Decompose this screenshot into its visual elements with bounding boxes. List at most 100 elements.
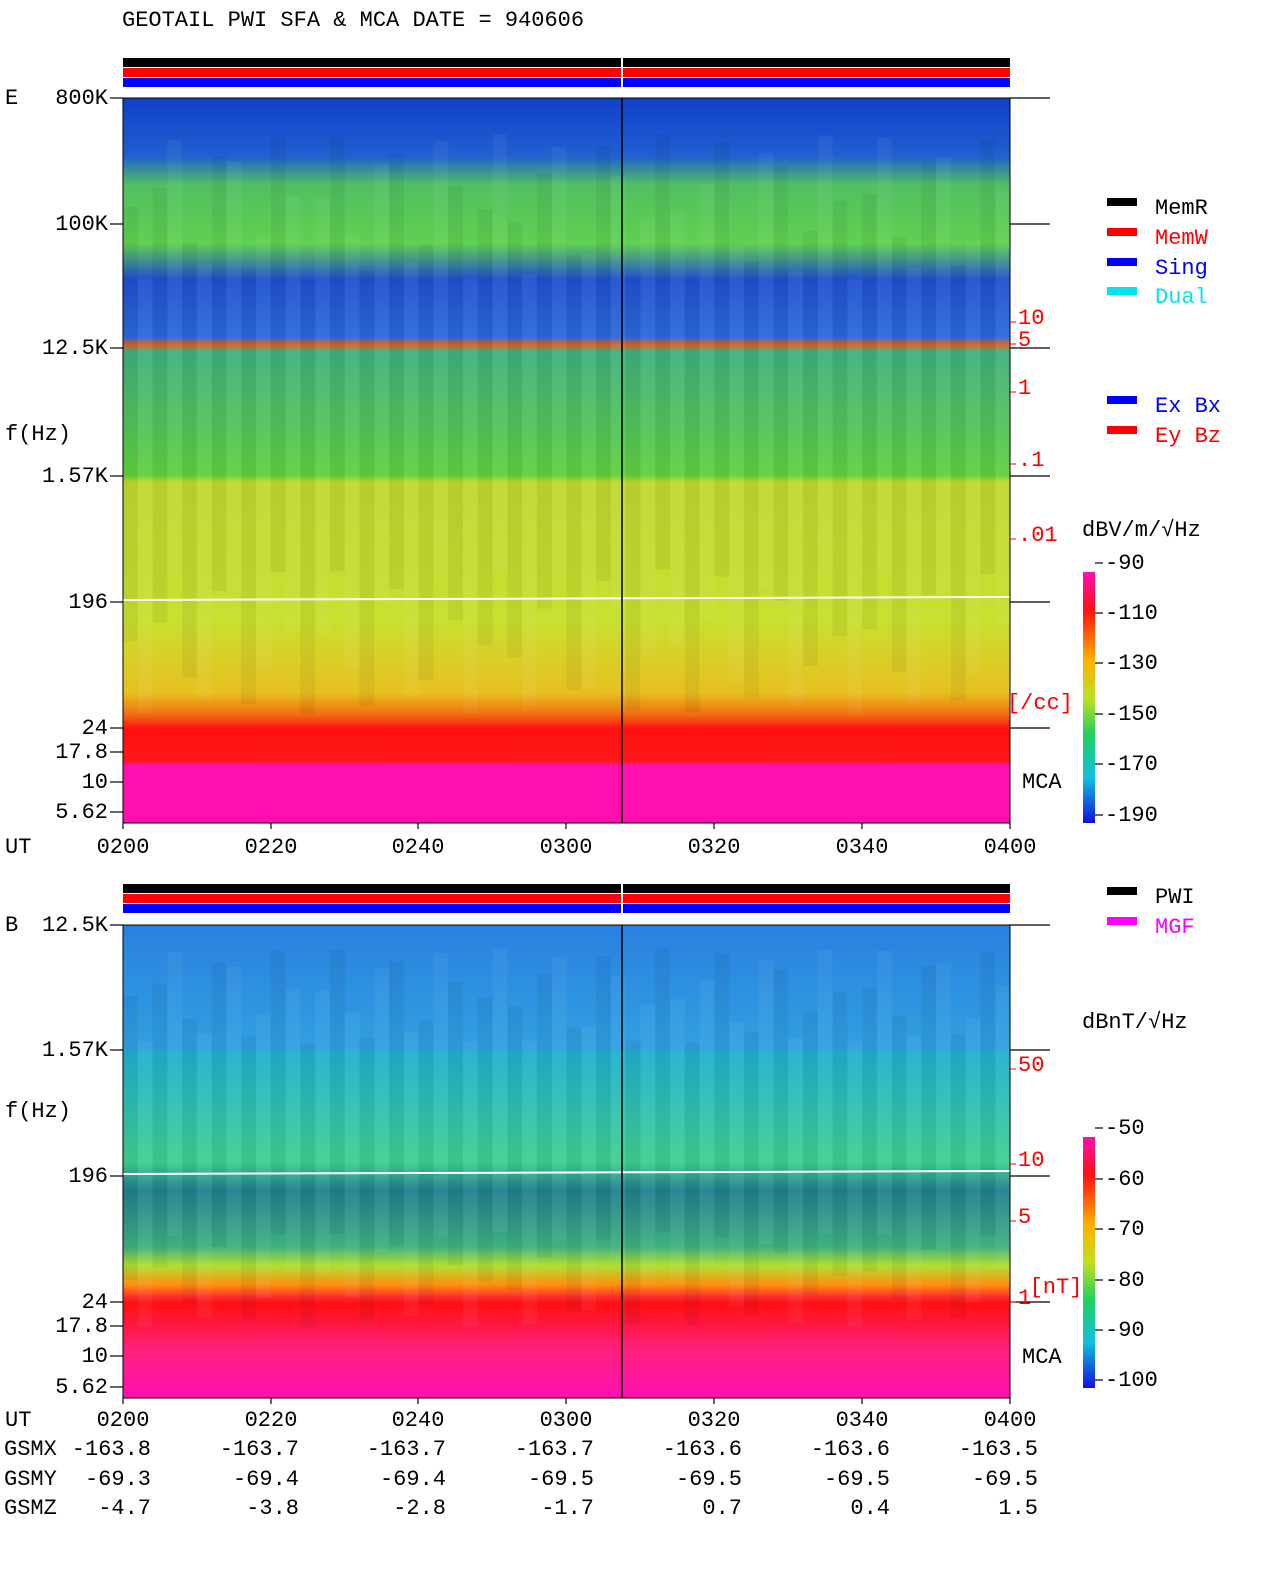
spectrogram-texture xyxy=(477,997,493,1282)
panel-label: E xyxy=(5,86,18,111)
spectrogram-texture xyxy=(832,992,848,1276)
orbit-value: 1.5 xyxy=(998,1496,1038,1521)
spectrogram-texture xyxy=(196,1033,212,1318)
spectrogram-texture xyxy=(241,269,257,705)
colorbar-unit: dBnT/√Hz xyxy=(1082,1010,1188,1035)
spectrogram-texture xyxy=(847,279,863,715)
spectrogram-texture xyxy=(211,962,227,1247)
legend-label: Ey Bz xyxy=(1155,424,1221,449)
spectrogram-texture xyxy=(921,965,937,1250)
x-axis-label: UT xyxy=(5,835,31,860)
legend-label: Ex Bx xyxy=(1155,394,1221,419)
spectrogram-texture xyxy=(507,222,523,658)
orbit-value: -3.8 xyxy=(246,1496,299,1521)
spectrogram-texture xyxy=(123,995,138,1280)
x-tick-label: 0320 xyxy=(688,1408,741,1433)
spectrogram xyxy=(123,98,1010,823)
orbit-value: -163.7 xyxy=(515,1437,594,1462)
y-tick-label: 10 xyxy=(82,770,108,795)
spectrogram-texture xyxy=(965,1018,981,1302)
spectrogram-texture xyxy=(551,147,567,583)
colorbar-tick-label: -100 xyxy=(1105,1368,1158,1393)
colorbar-tick-label: -90 xyxy=(1105,1318,1145,1343)
y-tick-label: 12.5K xyxy=(42,913,109,938)
legend-swatch xyxy=(1107,228,1137,236)
y-tick-label: 24 xyxy=(82,716,108,741)
colorbar-tick-label: -110 xyxy=(1105,601,1158,626)
spectrogram-texture xyxy=(980,138,996,574)
y-tick-label: 17.8 xyxy=(55,1314,108,1339)
x-axis-label: UT xyxy=(5,1408,31,1433)
spectrogram-texture xyxy=(152,983,168,1268)
legend-swatch xyxy=(1107,258,1137,266)
spectrogram-texture xyxy=(743,261,759,697)
spectrogram-texture xyxy=(211,156,227,592)
orbit-value: 0.4 xyxy=(850,1496,890,1521)
spectrogram-texture xyxy=(270,950,286,1235)
status-bar xyxy=(123,904,1010,913)
y-axis-label: f(Hz) xyxy=(5,1099,71,1124)
spectrogram-texture xyxy=(241,1036,257,1321)
spectrogram-texture xyxy=(374,968,390,1253)
spectrogram xyxy=(123,925,1010,1398)
legend-swatch xyxy=(1107,426,1137,434)
right-tick-label: 10 xyxy=(1018,306,1044,331)
spectrogram-texture xyxy=(950,265,966,701)
orbit-label: GSMX xyxy=(4,1437,57,1462)
orbit-value: -69.5 xyxy=(676,1467,742,1492)
spectrogram-texture xyxy=(596,146,611,582)
spectrogram-texture xyxy=(596,956,611,1241)
y-tick-label: 5.62 xyxy=(55,1375,108,1400)
right-tick-label: .01 xyxy=(1018,523,1058,548)
colorbar-tick-label: -50 xyxy=(1105,1116,1145,1141)
spectrogram-texture xyxy=(906,267,922,703)
spectrogram-texture xyxy=(714,953,730,1238)
colorbar-tick-label: -70 xyxy=(1105,1217,1145,1242)
x-tick-label: 0300 xyxy=(540,835,593,860)
y-tick-label: 17.8 xyxy=(55,740,108,765)
x-tick-label: 0220 xyxy=(245,835,298,860)
x-tick-label: 0200 xyxy=(97,835,150,860)
x-tick-label: 0240 xyxy=(392,835,445,860)
spectrogram-texture xyxy=(403,262,419,698)
spectrogram-texture xyxy=(433,140,449,576)
y-tick-label: 1.57K xyxy=(42,1038,109,1063)
x-tick-label: 0220 xyxy=(245,1408,298,1433)
spectrogram-texture xyxy=(699,183,715,619)
spectrogram-texture xyxy=(566,1027,582,1312)
orbit-value: -69.3 xyxy=(85,1467,151,1492)
orbit-value: -2.8 xyxy=(393,1496,446,1521)
spectrogram-texture xyxy=(137,278,153,714)
legend-label: PWI xyxy=(1155,885,1195,910)
status-bar xyxy=(123,894,1010,903)
spectrogram-texture xyxy=(167,139,183,575)
spectrogram-texture xyxy=(182,1019,197,1304)
spectrogram-texture xyxy=(256,1014,271,1299)
orbit-value: -163.6 xyxy=(663,1437,742,1462)
spectrogram-texture xyxy=(936,157,951,593)
status-bar xyxy=(123,58,1010,67)
spectrogram-texture xyxy=(788,271,804,707)
spectrogram-texture xyxy=(182,242,197,678)
legend-label: Sing xyxy=(1155,256,1208,281)
spectrogram-texture xyxy=(773,165,789,601)
spectrogram-texture xyxy=(492,134,508,570)
spectrogram-texture xyxy=(655,948,670,1233)
spectrogram-texture xyxy=(300,279,316,715)
spectrogram-texture xyxy=(448,982,464,1266)
spectrogram-texture xyxy=(463,1042,478,1327)
spectrogram-texture xyxy=(329,136,345,572)
legend-swatch xyxy=(1107,287,1137,295)
spectrogram-texture xyxy=(862,193,877,629)
orbit-value: -163.7 xyxy=(220,1437,299,1462)
spectrogram-texture xyxy=(773,969,789,1254)
spectrogram-texture xyxy=(522,1040,537,1325)
spectrogram-texture xyxy=(285,195,301,631)
spectrogram-texture xyxy=(803,1011,818,1296)
spectrogram-texture xyxy=(625,275,641,711)
spectrogram-texture xyxy=(226,161,242,597)
orbit-value: 0.7 xyxy=(702,1496,742,1521)
spectrogram-texture xyxy=(640,1004,656,1289)
orbit-value: -69.5 xyxy=(824,1467,890,1492)
spectrogram-texture xyxy=(610,175,626,611)
